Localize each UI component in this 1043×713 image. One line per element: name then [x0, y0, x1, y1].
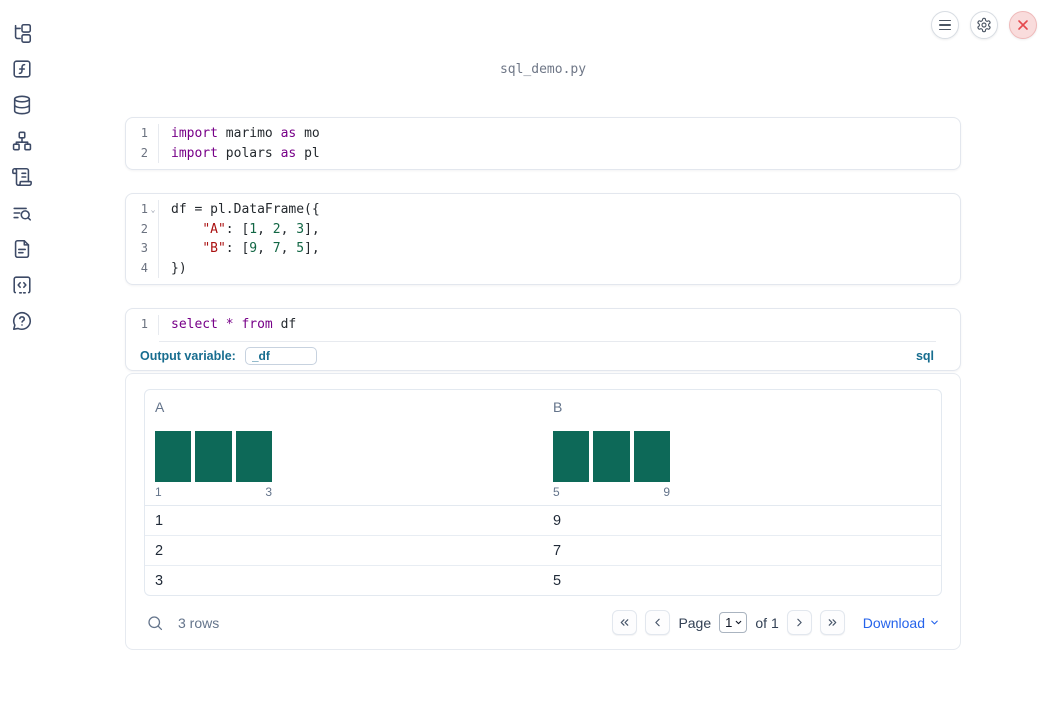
hamburger-icon	[939, 19, 951, 31]
snippets-code-icon[interactable]	[11, 274, 33, 296]
sql-cell-footer: Output variable: sql	[126, 342, 960, 370]
settings-button[interactable]	[970, 11, 998, 39]
shutdown-button[interactable]	[1009, 11, 1037, 39]
page-select-value: 1	[725, 615, 733, 630]
line-number: 1	[126, 124, 159, 144]
code-line: 4})	[126, 258, 960, 278]
histogram-bar	[195, 430, 232, 482]
code-text: df = pl.DataFrame({	[171, 202, 320, 217]
table-footer: 3 rows Page 1 of 1	[144, 609, 942, 637]
histogram-bar	[155, 430, 192, 482]
window-actions	[931, 11, 1037, 39]
file-tree-icon[interactable]	[11, 22, 33, 44]
histogram-max-label: 3	[265, 484, 272, 499]
chevron-down-icon	[931, 620, 938, 625]
histogram-bar	[235, 430, 272, 482]
code-editor[interactable]: 1 import marimo as mo 2 import polars as pl	[126, 118, 960, 169]
page-total-label: of 1	[755, 614, 779, 631]
column-label: B	[553, 398, 563, 415]
histogram-bar	[593, 430, 630, 482]
code-line: 2 import polars as pl	[126, 143, 960, 163]
code-editor[interactable]: 1 ⌄ df = pl.DataFrame({2 "A": [1, 2, 3], 3 …	[126, 194, 960, 284]
database-icon[interactable]	[11, 94, 33, 116]
line-number: 4	[126, 258, 159, 278]
fold-chevron-icon[interactable]: ⌄	[150, 205, 156, 214]
dependency-graph-icon[interactable]	[11, 130, 33, 152]
line-number: 2	[126, 143, 159, 163]
histogram-max-label: 9	[663, 484, 670, 499]
line-number: 3	[126, 239, 159, 259]
row-count: 3 rows	[178, 614, 220, 631]
last-page-button[interactable]	[819, 610, 845, 635]
pagination: Page 1 of 1	[612, 610, 845, 635]
code-text: import marimo as mo	[171, 126, 320, 141]
sidebar	[0, 0, 44, 713]
close-icon	[1018, 20, 1028, 30]
code-line: 1 ⌄ df = pl.DataFrame({	[126, 200, 960, 220]
code-text: })	[171, 260, 187, 276]
table-cell: 2	[155, 542, 164, 559]
download-button[interactable]: Download	[863, 615, 940, 631]
code-text: "B": [9, 7, 5],	[202, 241, 320, 256]
code-cell-imports: 1 import marimo as mo 2 import polars as pl	[125, 117, 961, 170]
table-cell: 1	[155, 512, 164, 529]
table-cell: 7	[553, 542, 562, 559]
code-text: "A": [1, 2, 3],	[202, 221, 320, 237]
help-chat-icon[interactable]	[11, 310, 33, 332]
output-variable-input[interactable]	[244, 346, 317, 365]
code-editor[interactable]: 1 select * from df	[126, 309, 960, 341]
histogram-min-label: 1	[155, 484, 162, 499]
notebook-filename[interactable]: sql_demo.py	[499, 62, 587, 77]
code-line: 1 select * from df	[126, 315, 960, 335]
download-label: Download	[862, 614, 925, 631]
gear-icon	[977, 17, 991, 33]
code-line: 3 "B": [9, 7, 5],	[126, 239, 960, 259]
next-page-button[interactable]	[786, 610, 812, 635]
histogram-bar	[553, 430, 590, 482]
notebook: sql_demo.py 1 import marimo as mo 2 import …	[44, 0, 1043, 713]
previous-page-button[interactable]	[645, 610, 671, 635]
divider	[159, 340, 936, 342]
list-search-icon[interactable]	[11, 202, 33, 224]
sql-language-badge: sql	[915, 348, 934, 363]
code-line: 2 "A": [1, 2, 3],	[126, 219, 960, 239]
table-cell: 5	[553, 572, 562, 589]
page-label: Page	[678, 614, 712, 631]
line-number: 1 ⌄	[126, 200, 159, 220]
first-page-button[interactable]	[612, 610, 638, 635]
function-icon[interactable]	[11, 58, 33, 80]
table-cell: 9	[553, 512, 562, 529]
histogram-bar	[633, 430, 670, 482]
code-line: 1 import marimo as mo	[126, 124, 960, 144]
code-text: select * from df	[171, 317, 297, 332]
notebook-menu-button[interactable]	[931, 11, 959, 39]
line-number: 1	[126, 315, 159, 335]
code-text: import polars as pl	[171, 145, 320, 161]
histogram-min-label: 5	[553, 484, 560, 499]
line-number: 2	[126, 219, 159, 239]
code-cell-sql: 1 select * from df Output variable: sql	[125, 308, 961, 371]
document-icon[interactable]	[11, 238, 33, 260]
chevron-down-icon	[736, 620, 742, 625]
search-icon[interactable]	[146, 614, 164, 632]
column-label: A	[155, 398, 165, 415]
table-cell: 3	[155, 572, 164, 589]
page-select[interactable]: 1	[719, 612, 748, 633]
code-cell-dataframe: 1 ⌄ df = pl.DataFrame({2 "A": [1, 2, 3], 3 …	[125, 193, 961, 285]
scroll-icon[interactable]	[11, 166, 33, 188]
output-variable-label: Output variable:	[140, 348, 236, 363]
